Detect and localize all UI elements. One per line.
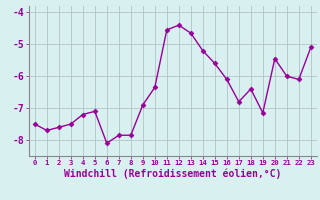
X-axis label: Windchill (Refroidissement éolien,°C): Windchill (Refroidissement éolien,°C) [64, 169, 282, 179]
